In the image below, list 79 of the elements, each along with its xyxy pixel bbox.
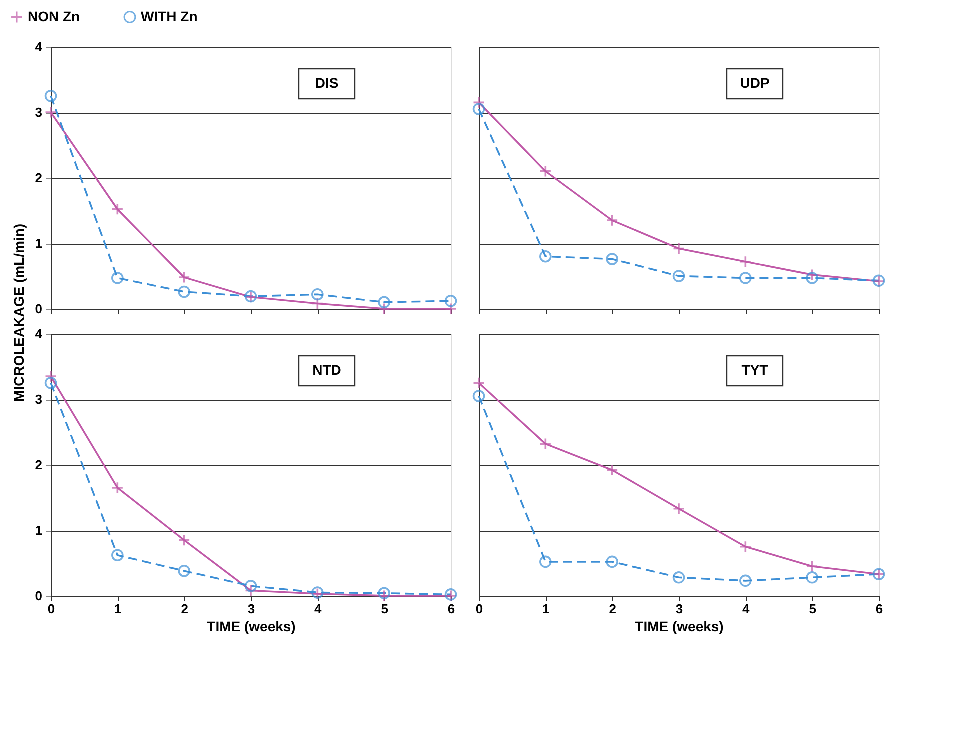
point — [312, 298, 324, 310]
x-tick-label: 2 — [609, 602, 616, 616]
point — [244, 584, 258, 597]
point — [672, 502, 686, 516]
point — [378, 587, 390, 600]
point — [472, 103, 486, 116]
x-tick-label: 2 — [181, 602, 188, 616]
point — [378, 302, 390, 316]
point — [112, 272, 124, 284]
point — [806, 572, 818, 584]
y-tick-label: 2 — [35, 458, 42, 472]
point — [806, 272, 818, 284]
point — [472, 376, 486, 390]
point — [472, 390, 486, 402]
x-tick-label: 5 — [381, 602, 388, 616]
point — [244, 580, 258, 592]
y-tick-label: 1 — [35, 236, 42, 251]
x-tick-label: 5 — [809, 602, 816, 616]
y-tick-label: 4 — [35, 326, 44, 342]
x-tick-label: 4 — [314, 602, 323, 616]
point — [672, 242, 686, 255]
point — [112, 482, 124, 494]
point — [44, 370, 58, 383]
point — [806, 268, 818, 282]
legend-label: WITH Zn — [141, 8, 198, 24]
point — [444, 295, 458, 308]
point — [740, 272, 752, 284]
annotation: UDP — [740, 75, 770, 91]
legend-label: NON Zn — [28, 8, 80, 24]
point — [472, 96, 486, 109]
point — [540, 556, 552, 568]
point — [312, 288, 324, 301]
point — [112, 549, 124, 562]
point — [444, 302, 458, 316]
point — [44, 90, 58, 102]
x-tick-label: 0 — [476, 602, 484, 616]
point — [44, 106, 58, 119]
point — [178, 534, 190, 546]
x-tick-label: 3 — [248, 602, 256, 616]
point — [44, 376, 58, 390]
x-tick-label: 6 — [876, 602, 884, 616]
point — [672, 270, 686, 282]
point — [178, 286, 190, 298]
point — [806, 560, 818, 573]
point — [606, 556, 618, 568]
point — [178, 564, 190, 578]
y-tick-label: 3 — [35, 392, 42, 407]
point — [178, 271, 190, 284]
point — [672, 572, 686, 584]
x-axis-title: TIME (weeks) — [635, 618, 724, 634]
point — [378, 590, 390, 602]
annotation: DIS — [315, 75, 339, 91]
x-tick-label: 6 — [448, 602, 456, 616]
x-tick-label: 1 — [114, 602, 122, 616]
point — [740, 540, 752, 554]
x-tick-label: 1 — [542, 602, 550, 616]
point — [378, 296, 390, 309]
y-tick-label: 0 — [35, 588, 42, 604]
point — [540, 165, 552, 178]
annotation: TYT — [742, 362, 769, 378]
x-tick-label: 0 — [48, 602, 56, 616]
point — [540, 250, 552, 263]
y-tick-label: 0 — [35, 302, 42, 316]
point — [540, 438, 552, 450]
x-axis-title: TIME (weeks) — [207, 618, 296, 634]
y-tick-label: 4 — [35, 40, 44, 54]
y-tick-label: 1 — [35, 523, 42, 538]
point — [606, 214, 618, 227]
x-tick-label: 3 — [676, 602, 684, 616]
point — [112, 203, 124, 216]
point — [606, 253, 618, 266]
point — [740, 574, 752, 588]
point — [606, 464, 618, 476]
y-axis-title: MICROLEAKAGE (mL/min) — [11, 224, 27, 402]
y-tick-label: 2 — [35, 170, 42, 186]
annotation: NTD — [312, 362, 342, 378]
y-tick-label: 3 — [35, 105, 42, 120]
point — [740, 256, 752, 268]
x-tick-label: 4 — [742, 602, 751, 616]
